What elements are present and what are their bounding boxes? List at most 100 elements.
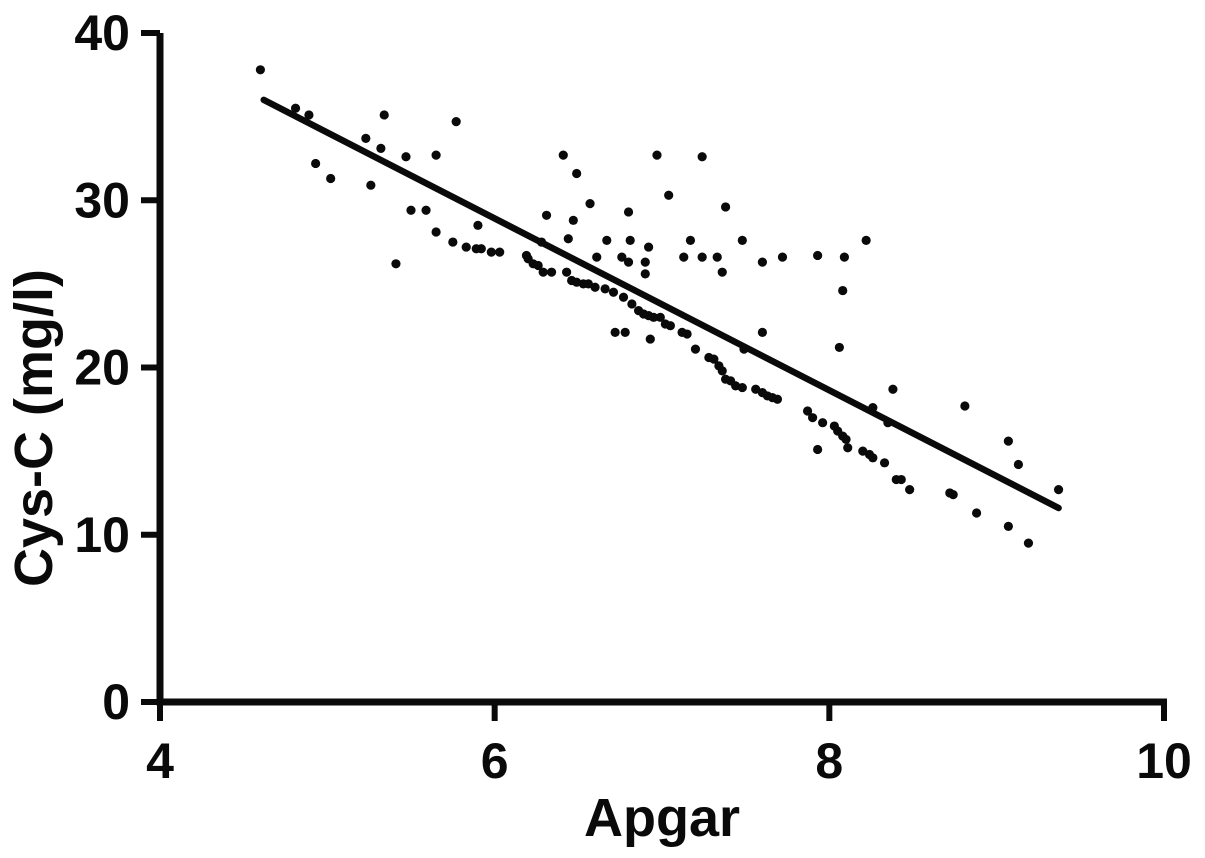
data-point	[625, 235, 635, 245]
data-point	[757, 257, 768, 267]
data-point	[401, 152, 411, 162]
x-tick-label: 4	[146, 733, 174, 789]
data-point	[971, 508, 982, 518]
data-point	[406, 205, 416, 215]
labels-group: 0 10 20 30 40 4 6 8 10 Apgar Cys-C (mg/l)	[4, 5, 1192, 848]
data-point	[366, 180, 376, 190]
data-point	[568, 215, 578, 225]
data-point	[757, 327, 768, 337]
data-point	[361, 133, 371, 143]
regression-group	[260, 96, 1062, 512]
data-point	[665, 321, 675, 331]
data-point	[1003, 521, 1013, 531]
data-point	[572, 168, 582, 179]
data-point	[839, 252, 849, 262]
data-point	[461, 242, 471, 252]
data-point	[948, 490, 958, 500]
data-point	[391, 259, 401, 269]
data-point	[861, 235, 871, 245]
data-point	[290, 103, 301, 113]
data-point	[620, 327, 630, 337]
data-point	[623, 257, 634, 267]
axes-group	[141, 30, 1167, 721]
data-point	[843, 443, 853, 453]
data-point	[697, 152, 707, 162]
data-point	[808, 413, 818, 423]
data-point	[558, 150, 568, 160]
data-point	[617, 252, 627, 262]
data-point	[431, 150, 441, 160]
data-point	[379, 110, 389, 120]
data-point	[640, 257, 650, 267]
data-point	[737, 382, 747, 393]
data-points-group	[255, 65, 1064, 548]
y-tick-label: 40	[74, 5, 130, 61]
data-point	[896, 474, 906, 485]
data-point	[664, 190, 674, 200]
data-point	[541, 210, 552, 220]
data-point	[868, 453, 878, 463]
data-point	[841, 434, 851, 445]
data-point	[960, 401, 970, 411]
data-point	[451, 117, 461, 127]
data-point	[649, 312, 659, 322]
data-point	[772, 394, 783, 404]
x-tick-label: 8	[815, 733, 843, 789]
data-point	[685, 235, 696, 245]
data-point	[1013, 459, 1024, 470]
data-point	[652, 150, 662, 160]
data-point	[590, 282, 600, 292]
data-point	[644, 242, 654, 252]
data-point	[905, 484, 915, 495]
data-point	[585, 198, 595, 209]
data-point	[655, 312, 665, 322]
data-point	[813, 250, 823, 261]
data-point	[602, 235, 612, 245]
y-tick-label: 20	[74, 340, 130, 396]
data-point	[818, 418, 828, 428]
x-tick-label: 6	[481, 733, 509, 789]
data-point	[431, 227, 441, 237]
data-point	[562, 267, 572, 277]
y-tick-label: 30	[74, 172, 130, 228]
data-point	[717, 267, 727, 277]
y-tick-label: 0	[102, 674, 130, 730]
data-point	[600, 284, 610, 294]
data-point	[448, 237, 458, 247]
data-point	[618, 292, 629, 302]
data-point	[682, 329, 692, 339]
data-point	[533, 260, 543, 271]
data-point	[690, 344, 701, 354]
data-point	[888, 384, 898, 394]
data-point	[717, 366, 727, 376]
data-point	[1023, 538, 1034, 548]
data-point	[1053, 484, 1064, 495]
data-point	[838, 285, 848, 296]
data-point	[737, 235, 747, 245]
data-point	[627, 299, 637, 309]
data-point	[421, 205, 431, 215]
data-point	[1003, 436, 1013, 446]
data-point	[813, 444, 823, 455]
data-point	[376, 143, 386, 154]
data-point	[679, 252, 689, 262]
data-point	[546, 267, 557, 277]
data-point	[640, 269, 650, 279]
y-tick-label: 10	[74, 507, 130, 563]
regression-line	[260, 96, 1062, 512]
data-point	[592, 252, 602, 262]
data-point	[623, 207, 634, 217]
data-point	[834, 342, 844, 353]
data-point	[304, 110, 314, 120]
data-point	[495, 247, 505, 257]
data-point	[709, 354, 719, 364]
x-tick-label: 10	[1136, 733, 1192, 789]
data-point	[476, 244, 486, 254]
data-point	[645, 334, 655, 344]
data-point	[777, 252, 788, 262]
data-point	[311, 158, 321, 169]
data-point	[563, 234, 573, 244]
data-point	[879, 458, 890, 468]
